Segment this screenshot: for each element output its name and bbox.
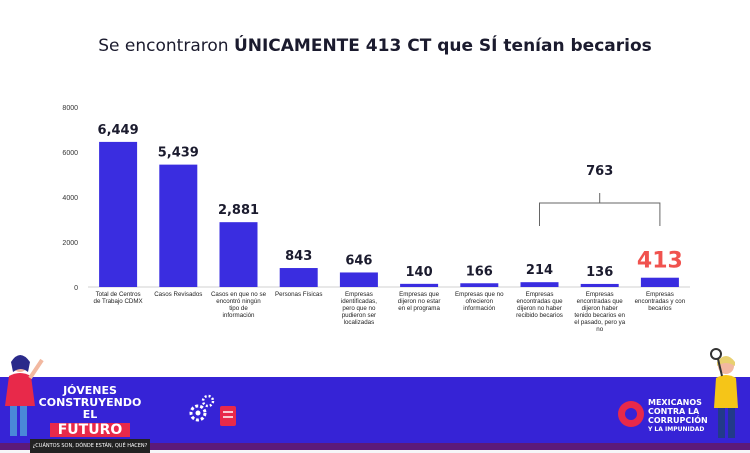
y-tick-label: 0 bbox=[74, 285, 78, 292]
logo-jovenes-construyendo-futuro: JÓVENES CONSTRUYENDO EL FUTURO ¿CUÁNTOS … bbox=[30, 385, 150, 453]
data-label: 214 bbox=[526, 263, 553, 278]
logo-mexicanos-contra-corrupcion: MEXICANOS CONTRA LA CORRUPCIÓN Y LA IMPU… bbox=[618, 398, 722, 434]
annotation-label: 763 bbox=[586, 164, 613, 179]
bar bbox=[400, 283, 439, 287]
bar bbox=[219, 222, 258, 287]
data-label: 2,881 bbox=[218, 203, 259, 218]
chart-title: Se encontraron ÚNICAMENTE 413 CT que SÍ … bbox=[98, 36, 652, 56]
data-label: 136 bbox=[586, 265, 613, 280]
bar bbox=[580, 283, 619, 287]
person-left-illustration bbox=[5, 355, 44, 436]
annotation-bracket bbox=[539, 193, 661, 226]
data-label: 6,449 bbox=[98, 123, 139, 138]
category-label: Casos Revisados bbox=[154, 291, 202, 298]
document-icon bbox=[220, 406, 236, 426]
bar-chart: 0 2000 4000 6000 8000 6,449 Total de Centros de… bbox=[62, 105, 690, 333]
person-right-illustration bbox=[710, 348, 738, 438]
bar bbox=[520, 282, 559, 287]
y-tick-label: 2000 bbox=[62, 240, 78, 247]
data-label: 646 bbox=[345, 253, 372, 268]
data-label: 843 bbox=[285, 249, 312, 264]
gears-icon bbox=[189, 394, 236, 426]
y-tick-label: 8000 bbox=[62, 105, 78, 112]
data-label: 5,439 bbox=[158, 146, 199, 161]
category-label: Empresas que no ofrecieron información bbox=[455, 291, 504, 312]
category-label: Total de Centros de Trabajo CDMX bbox=[94, 291, 143, 305]
category-label: Empresas encontradas y con becarios bbox=[635, 291, 686, 312]
bar bbox=[460, 283, 499, 287]
category-label: Empresas que dijeron no estar en el progra… bbox=[398, 291, 441, 312]
data-label: 413 bbox=[637, 249, 683, 274]
category-label: Empresas identificadas, pero que no pudiero… bbox=[341, 291, 377, 326]
bar bbox=[279, 268, 318, 287]
category-label: Personas Físicas bbox=[275, 291, 322, 298]
bar bbox=[640, 277, 679, 287]
category-label: Casos en que no se encontró ningún tipo de… bbox=[211, 291, 267, 319]
category-label: Empresas encontradas que dijeron no haber r… bbox=[516, 291, 563, 319]
bar bbox=[339, 272, 378, 287]
y-tick-label: 6000 bbox=[62, 150, 78, 157]
y-tick-label: 4000 bbox=[62, 195, 78, 202]
data-label: 140 bbox=[406, 265, 433, 280]
category-label: Empresas encontradas que dijeron haber teni… bbox=[574, 291, 625, 333]
bar bbox=[99, 141, 138, 287]
bar bbox=[159, 164, 198, 287]
data-label: 166 bbox=[466, 264, 493, 279]
mcci-mark-icon bbox=[618, 401, 644, 427]
footer-strip bbox=[0, 443, 750, 450]
magnifier-icon bbox=[710, 348, 722, 360]
